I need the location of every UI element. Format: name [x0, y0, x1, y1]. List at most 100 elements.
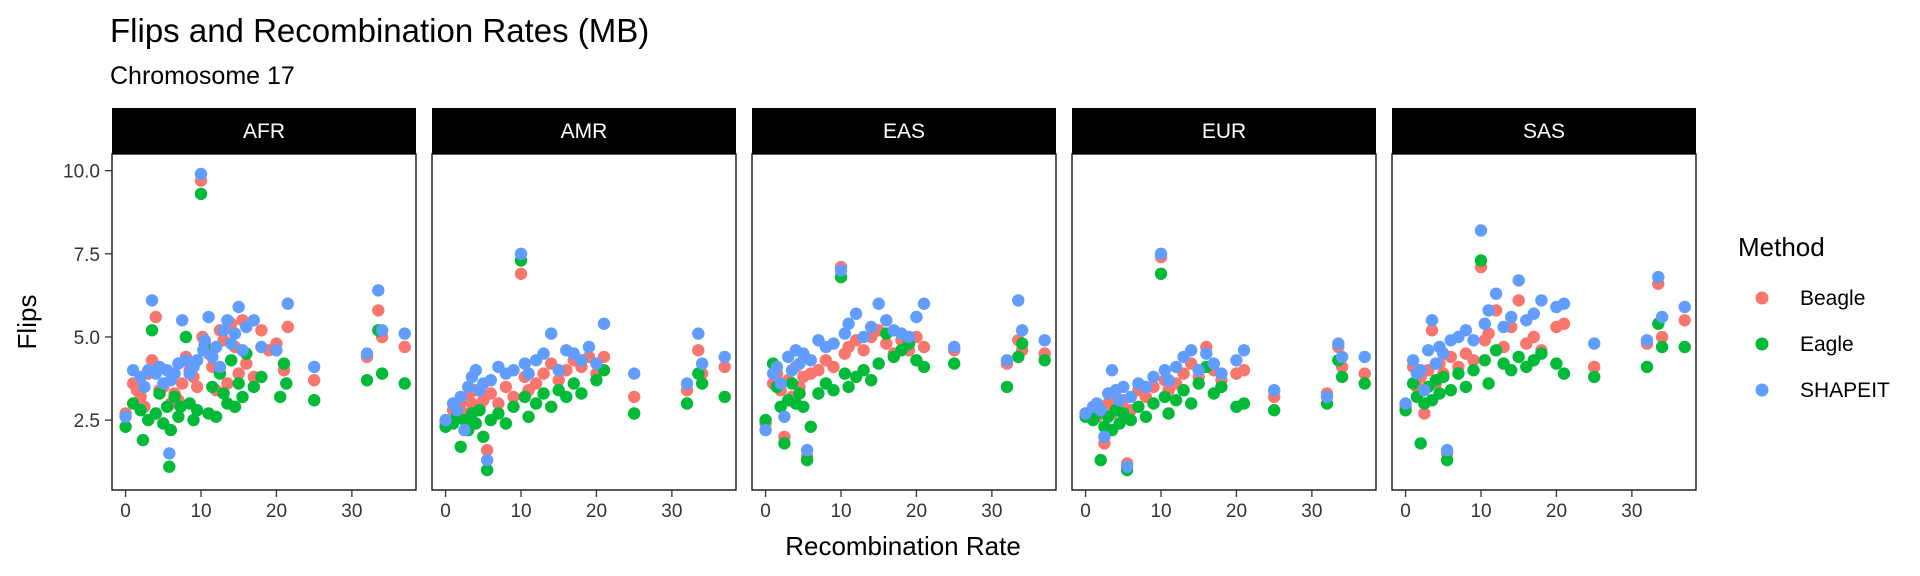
point-eagle [308, 394, 321, 407]
point-beagle [507, 390, 520, 404]
point-shapeit [375, 324, 389, 337]
point-shapeit [865, 320, 878, 334]
point-shapeit [948, 340, 961, 354]
point-eagle [917, 360, 931, 374]
legend-key [1755, 337, 1769, 351]
point-shapeit [1185, 344, 1198, 357]
point-eagle [1215, 380, 1228, 394]
point-shapeit [1437, 347, 1450, 360]
point-eagle [575, 387, 588, 400]
point-beagle [514, 267, 528, 280]
point-beagle [1482, 327, 1495, 340]
point-eagle [136, 433, 150, 447]
point-shapeit [838, 327, 851, 340]
point-beagle [372, 304, 385, 317]
point-shapeit [1478, 317, 1492, 330]
point-shapeit [1482, 304, 1495, 317]
point-shapeit [197, 344, 210, 357]
point-eagle [375, 367, 389, 380]
point-shapeit [1215, 367, 1228, 380]
point-shapeit [1094, 404, 1107, 417]
point-beagle [492, 397, 505, 410]
point-shapeit [236, 344, 249, 357]
point-eagle [1512, 350, 1525, 364]
point-beagle [1358, 367, 1371, 380]
strip-background [752, 108, 1056, 154]
point-eagle [1113, 417, 1126, 430]
point-eagle [1158, 390, 1172, 404]
point-eagle [228, 400, 242, 413]
point-eagle [567, 377, 580, 390]
point-shapeit [217, 324, 230, 337]
point-shapeit [1358, 350, 1371, 364]
point-eagle [232, 377, 245, 390]
strip-background [1072, 108, 1376, 154]
facet-panels: AFR 0 10 20 30 AMR 0 10 20 30 EAS 0 10 20 30 EUR 0 10 20 30… [111, 108, 1697, 522]
point-eagle [163, 460, 176, 473]
point-eagle [168, 390, 181, 404]
point-eagle [225, 354, 238, 367]
point-shapeit [545, 327, 558, 340]
panel-frame [1071, 153, 1377, 491]
point-shapeit [270, 344, 283, 357]
point-eagle [1478, 354, 1492, 367]
point-eagle [695, 377, 709, 390]
point-shapeit [1406, 354, 1420, 367]
point-shapeit [834, 264, 848, 277]
point-beagle [176, 377, 189, 390]
point-shapeit [206, 350, 219, 364]
point-shapeit [849, 307, 863, 320]
point-eagle [149, 407, 162, 420]
point-beagle [857, 344, 870, 357]
point-shapeit [628, 367, 641, 380]
point-shapeit [439, 413, 452, 427]
legend-label: SHAPEIT [1800, 379, 1890, 402]
point-eagle [473, 404, 486, 417]
x-tick-label: 20 [906, 501, 927, 522]
point-eagle [454, 440, 467, 453]
point-shapeit [857, 330, 870, 344]
panel-sas: SAS 0 10 20 30 [1391, 108, 1697, 522]
y-tick-label: 2.5 [74, 411, 100, 432]
point-shapeit [718, 350, 731, 364]
point-shapeit [1440, 443, 1454, 457]
point-eagle [1094, 453, 1107, 467]
point-shapeit [1418, 384, 1431, 397]
point-beagle [1418, 407, 1431, 420]
point-eagle [172, 410, 185, 423]
point-eagle [492, 407, 505, 420]
point-shapeit [759, 423, 772, 437]
point-eagle [247, 380, 260, 394]
point-eagle [797, 400, 810, 413]
point-eagle [1459, 380, 1473, 394]
point-shapeit [281, 297, 294, 310]
point-beagle [628, 390, 641, 404]
point-beagle [232, 367, 245, 380]
x-tick-label: 0 [440, 501, 451, 522]
point-shapeit [232, 300, 245, 314]
point-shapeit [221, 314, 234, 327]
point-shapeit [1105, 364, 1119, 377]
point-shapeit [1139, 380, 1153, 394]
legend: Method Beagle Eagle SHAPEIT [1738, 232, 1890, 402]
point-beagle [1678, 314, 1691, 327]
point-beagle [1655, 330, 1669, 344]
point-shapeit [1158, 364, 1172, 377]
point-shapeit [1588, 337, 1601, 350]
point-eagle [187, 413, 200, 427]
point-shapeit [1652, 270, 1665, 284]
point-shapeit [910, 310, 923, 324]
panel-frame [111, 153, 417, 491]
point-shapeit [1655, 310, 1669, 324]
point-shapeit [590, 357, 603, 370]
point-eagle [119, 420, 132, 433]
point-eagle [217, 387, 230, 400]
point-shapeit [778, 410, 791, 423]
point-shapeit [597, 317, 611, 330]
point-eagle [1012, 350, 1025, 364]
point-eagle [1237, 397, 1251, 410]
x-tick-label: 20 [266, 501, 287, 522]
point-shapeit [1169, 360, 1183, 374]
strip-label: SAS [1523, 120, 1565, 143]
panel-frame [1391, 153, 1697, 491]
